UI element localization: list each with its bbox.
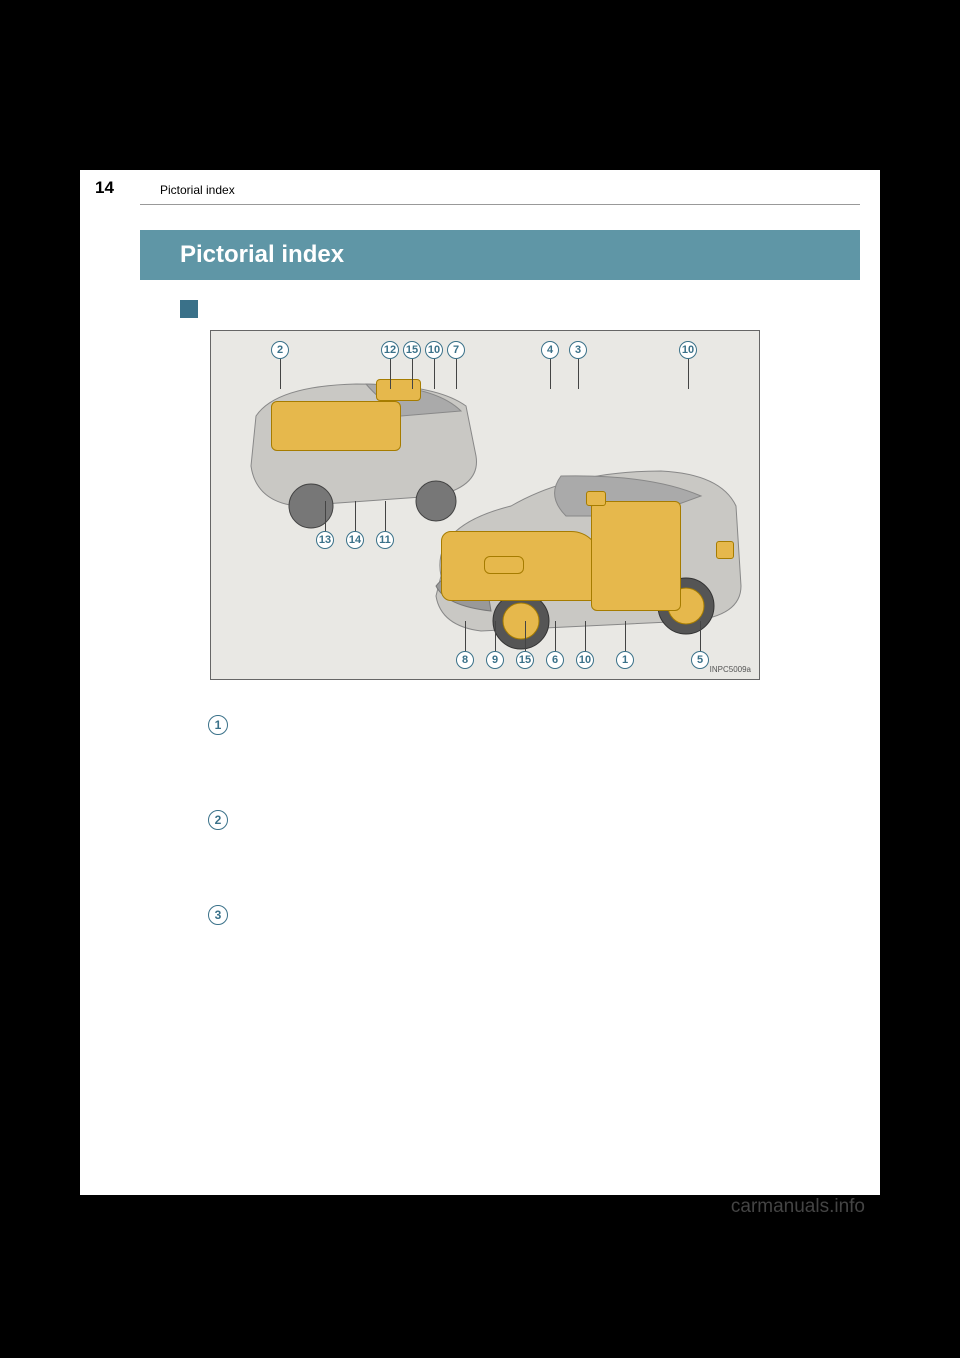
manual-page: 14 Pictorial index Pictorial index Exter… (80, 170, 880, 1195)
leader-line (434, 359, 435, 389)
callout-2: 2 (271, 341, 289, 359)
callout-7: 7 (447, 341, 465, 359)
item-number-3: 3 (208, 905, 228, 925)
callout-9: 9 (486, 651, 504, 669)
highlight-mirror (586, 491, 606, 506)
callout-10: 10 (425, 341, 443, 359)
callout-5: 5 (691, 651, 709, 669)
callout-15: 15 (516, 651, 534, 669)
page-title: Pictorial index (180, 241, 344, 269)
page-number: 14 (95, 178, 114, 198)
header-underline (140, 204, 860, 205)
exterior-diagram: 212151074310131411891561015 INPC5009a (210, 330, 760, 680)
item-subline: Warning lights/warning messages ........… (235, 866, 514, 880)
item-subline: Defogging the mirrors .......... P. 435 (235, 961, 424, 975)
callout-12: 12 (381, 341, 399, 359)
leader-line (525, 621, 526, 651)
section-marker (180, 300, 198, 318)
leader-line (688, 359, 689, 389)
leader-line (578, 359, 579, 389)
highlight-fuel-door (716, 541, 734, 559)
highlight-headlight (484, 556, 524, 574)
callout-3: 3 (569, 341, 587, 359)
item-subline: Opening from inside the cabin ..........… (235, 830, 468, 844)
item-subline: Warning lights/warning messages ........… (235, 789, 514, 803)
callout-4: 4 (541, 341, 559, 359)
leader-line (385, 501, 386, 531)
leader-line (585, 621, 586, 651)
item-subline: Folding the mirrors .......... P. 149 (235, 943, 408, 957)
title-band: Pictorial index (140, 230, 860, 280)
item-number-1: 1 (208, 715, 228, 735)
highlight-rear-window (376, 379, 421, 401)
leader-line (555, 621, 556, 651)
leader-line (355, 501, 356, 531)
item-subline: Locking/unlocking .......... P. 115 (235, 735, 403, 749)
leader-line (325, 501, 326, 531)
section-label: Exterior (208, 298, 272, 318)
watermark: carmanuals.info (731, 1196, 865, 1218)
leader-line (495, 621, 496, 651)
highlight-trunk (271, 401, 401, 451)
leader-line (700, 621, 701, 651)
header-subtitle: Pictorial index (160, 183, 235, 197)
item-label: Trunk .......... P. 122 (235, 812, 356, 828)
leader-line (390, 359, 391, 389)
item-subline: Opening/closing the side windows .......… (235, 753, 489, 767)
item-subline: Adjusting the mirror angle .......... P.… (235, 925, 445, 939)
leader-line (465, 621, 466, 651)
leader-line (456, 359, 457, 389)
item-subline: Locking/unlocking by using the mechanica… (235, 771, 558, 785)
leader-line (625, 621, 626, 651)
callout-6: 6 (546, 651, 564, 669)
item-label: Outside rear view mirrors .......... P. … (235, 907, 477, 923)
callout-8: 8 (456, 651, 474, 669)
highlight-door (591, 501, 681, 611)
callout-15: 15 (403, 341, 421, 359)
callout-10: 10 (679, 341, 697, 359)
callout-13: 13 (316, 531, 334, 549)
callout-10: 10 (576, 651, 594, 669)
item-label: Doors .......... P. 115 (235, 717, 357, 733)
item-subline: Opening from outside .......... P. 123 (235, 848, 423, 862)
callout-1: 1 (616, 651, 634, 669)
callout-11: 11 (376, 531, 394, 549)
leader-line (550, 359, 551, 389)
item-number-2: 2 (208, 810, 228, 830)
page-header: 14 Pictorial index (80, 170, 880, 210)
diagram-credit: INPC5009a (710, 665, 751, 674)
callout-14: 14 (346, 531, 364, 549)
leader-line (412, 359, 413, 389)
leader-line (280, 359, 281, 389)
